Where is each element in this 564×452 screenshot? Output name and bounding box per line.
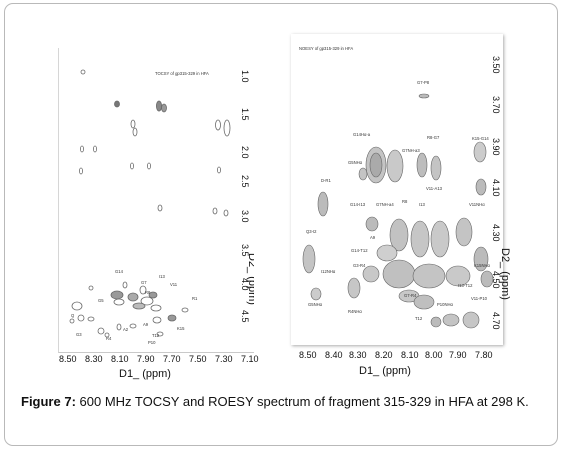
roesy-peak-label: G14-I13 (350, 202, 366, 207)
roesy-y-axis: 3.50 3.70 3.90 4.10 4.30 4.50 4.70 D2_ (… (491, 56, 511, 330)
tocsy-peak-label: G3 (76, 332, 82, 337)
figure-caption-label: Figure 7: (21, 394, 76, 409)
roesy-peak-label: G7-P8 (417, 80, 430, 85)
roesy-peak-label: R8-G7 (427, 135, 440, 140)
roesy-peak-label: I13 (419, 202, 425, 207)
tocsy-peak-label: A2 (123, 327, 129, 332)
roesy-peak-label: R8 (402, 199, 408, 204)
tocsy-y-tick: 3.5 (240, 244, 250, 257)
tocsy-spectrum-plot: TOCSY of gp315-329 in HFA (69, 69, 254, 345)
roesy-peak-label: G14-T12 (351, 248, 368, 253)
tocsy-peak-label: P10 (148, 340, 156, 345)
roesy-y-tick: 3.90 (491, 138, 501, 156)
tocsy-y-tick: 1.0 (240, 70, 250, 83)
roesy-peak-label: T12 (415, 316, 423, 321)
roesy-peak-label: K15NHα (474, 263, 490, 268)
roesy-y-tick: 4.10 (491, 179, 501, 197)
roesy-y-tick: 4.30 (491, 224, 501, 242)
roesy-y-tick: 4.50 (491, 271, 501, 289)
tocsy-peak-labels: G14 G7 I13 V11 R8 R1 G5 G3 A2 R4 A9 T12 … (71, 269, 198, 345)
roesy-peak-label: K15-G14 (472, 136, 489, 141)
tocsy-x-tick: 8.50 (59, 354, 77, 364)
roesy-peak-label: D-R1 (321, 178, 331, 183)
roesy-peak-label: V11NHα (469, 202, 485, 207)
roesy-peak-label: I13-T12 (458, 283, 473, 288)
tocsy-x-tick: 7.90 (137, 354, 155, 364)
tocsy-x-tick: 8.30 (85, 354, 103, 364)
tocsy-peak-label: G7 (141, 280, 147, 285)
roesy-x-tick: 8.00 (425, 350, 443, 360)
tocsy-x-tick: 7.30 (215, 354, 233, 364)
roesy-peak-label: P10NHα (437, 302, 453, 307)
roesy-inner-title: NOESY of gp315-329 in HFA (299, 46, 353, 51)
tocsy-y-tick: 4.0 (240, 278, 250, 291)
roesy-peak-label: G5NHα (348, 160, 363, 165)
roesy-y-tick: 3.50 (491, 56, 501, 74)
figure-caption-text: 600 MHz TOCSY and ROESY spectrum of frag… (75, 394, 529, 409)
tocsy-x-axis: 8.50 8.30 8.10 7.90 7.70 7.50 7.30 7.10 … (59, 354, 259, 380)
roesy-y-tick: 4.70 (491, 312, 501, 330)
tocsy-y-tick: 2.0 (240, 146, 250, 159)
roesy-peak-labels: G7-P8 G14Hα-a G5NHα G7NH-a3 R8-G7 K15-G1… (306, 80, 490, 321)
tocsy-x-tick: 8.10 (111, 354, 129, 364)
roesy-peak-label: V11-A13 (426, 186, 443, 191)
roesy-peak-label: G5NHα (308, 302, 323, 307)
roesy-spectrum-panel: NOESY of gp315-329 in HFA (291, 34, 503, 345)
tocsy-peak-label: G5 (98, 298, 104, 303)
tocsy-x-tick: 7.10 (241, 354, 259, 364)
roesy-peak-label: Q3-I2 (306, 229, 317, 234)
tocsy-inner-title: TOCSY of gp315-329 in HFA (155, 71, 209, 76)
tocsy-peak-label: V11 (170, 282, 178, 287)
tocsy-y-tick: 3.0 (240, 210, 250, 223)
roesy-x-tick: 7.80 (475, 350, 493, 360)
tocsy-x-tick: 7.70 (163, 354, 181, 364)
tocsy-peak-label: R8 (145, 290, 151, 295)
figure-frame: TOCSY of gp315-329 in HFA (4, 3, 558, 446)
roesy-peaks (302, 93, 494, 329)
roesy-peak-label: G7-R4 (404, 293, 417, 298)
tocsy-peak-label: A9 (143, 322, 149, 327)
tocsy-x-tick: 7.50 (189, 354, 207, 364)
tocsy-peak-label: R4 (106, 336, 112, 341)
tocsy-peaks (69, 69, 231, 338)
tocsy-spectrum-panel: TOCSY of gp315-329 in HFA (58, 48, 254, 353)
roesy-y-tick: 3.70 (491, 96, 501, 114)
roesy-x-tick: 7.90 (449, 350, 467, 360)
roesy-peak-label: R4NHα (348, 309, 362, 314)
tocsy-y-axis: 1.0 1.5 2.0 2.5 3.0 3.5 4.0 4.5 D2_ (ppm… (240, 70, 254, 323)
tocsy-peak-label: G14 (115, 269, 124, 274)
tocsy-y-tick: 4.5 (240, 310, 250, 323)
roesy-peak-label: V11-P10 (471, 296, 488, 301)
roesy-peak-label: I12NHα (321, 269, 336, 274)
tocsy-x-axis-label: D1_ (ppm) (119, 368, 171, 380)
tocsy-peak-label: I13 (159, 274, 165, 279)
tocsy-y-axis-label: D2_ (ppm) (246, 253, 254, 305)
roesy-x-tick: 8.30 (349, 350, 367, 360)
roesy-y-axis-label: D2_ (ppm) (499, 248, 511, 300)
roesy-x-tick: 8.20 (375, 350, 393, 360)
tocsy-peak-label: T12 (152, 333, 160, 338)
roesy-x-tick: 8.50 (299, 350, 317, 360)
roesy-peak-label: G14Hα-a (353, 132, 371, 137)
roesy-peak-label: G7NH-a3 (402, 148, 420, 153)
roesy-x-tick: 8.40 (325, 350, 343, 360)
roesy-peak-label: G3-R4 (353, 263, 366, 268)
roesy-x-axis-label: D1_ (ppm) (359, 365, 411, 377)
tocsy-y-tick: 2.5 (240, 175, 250, 188)
roesy-peak-label: A9 (370, 235, 376, 240)
tocsy-peak-label: Q (71, 313, 75, 318)
roesy-peak-label: G7NH-a4 (376, 202, 394, 207)
roesy-x-tick: 8.10 (401, 350, 419, 360)
roesy-x-axis: 8.50 8.40 8.30 8.20 8.10 8.00 7.90 7.80 … (299, 350, 493, 377)
tocsy-peak-label: R1 (192, 296, 198, 301)
tocsy-peak-label: K15 (177, 326, 185, 331)
figure-caption: Figure 7: 600 MHz TOCSY and ROESY spectr… (21, 392, 555, 411)
roesy-spectrum-plot: NOESY of gp315-329 in HFA (299, 46, 494, 329)
tocsy-y-tick: 1.5 (240, 108, 250, 121)
